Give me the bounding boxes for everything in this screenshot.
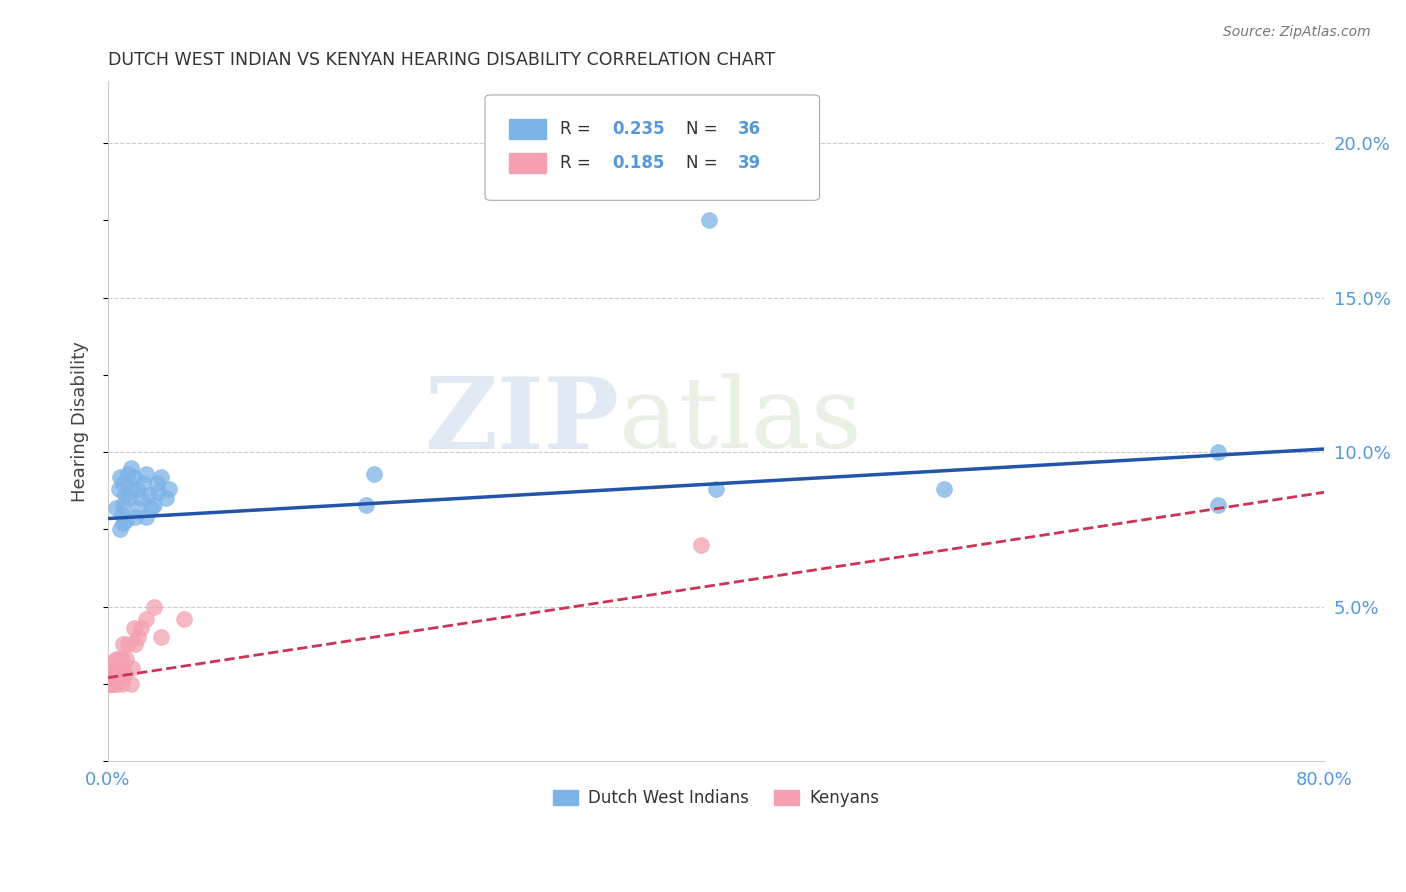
Point (132, 475, 155, 490)
Point (98, 677, 121, 691)
Point (122, 470, 145, 484)
Point (124, 510, 146, 524)
Point (107, 667, 129, 681)
Point (356, 498, 378, 512)
Point (135, 510, 157, 524)
Point (112, 637, 135, 651)
Point (108, 661, 131, 675)
Point (103, 661, 125, 675)
Point (98, 667, 121, 681)
Point (127, 500, 149, 515)
Point (142, 498, 165, 512)
Point (118, 491, 141, 506)
Point (107, 652, 129, 666)
Point (157, 482, 180, 496)
Text: ZIP: ZIP (425, 373, 619, 470)
Point (100, 677, 122, 691)
Point (115, 652, 138, 666)
Point (934, 482, 956, 496)
Point (111, 677, 134, 691)
Point (112, 516, 135, 531)
Point (150, 470, 173, 484)
Point (135, 467, 157, 481)
Point (104, 500, 127, 515)
Point (363, 467, 385, 481)
Point (1206, 445, 1229, 459)
Text: DUTCH WEST INDIAN VS KENYAN HEARING DISABILITY CORRELATION CHART: DUTCH WEST INDIAN VS KENYAN HEARING DISA… (108, 51, 775, 69)
Point (101, 677, 124, 691)
Text: atlas: atlas (619, 374, 862, 469)
Point (120, 677, 142, 691)
Text: 39: 39 (738, 154, 761, 172)
Point (146, 485, 169, 500)
Point (122, 621, 145, 635)
Point (111, 507, 134, 521)
Point (155, 491, 177, 506)
Point (108, 522, 131, 536)
Point (111, 652, 134, 666)
Point (690, 538, 713, 552)
Point (98, 671, 121, 685)
Point (139, 500, 162, 515)
FancyBboxPatch shape (509, 119, 546, 139)
Point (138, 488, 160, 502)
Point (115, 513, 138, 527)
Text: 36: 36 (738, 120, 761, 138)
Text: Source: ZipAtlas.com: Source: ZipAtlas.com (1223, 25, 1371, 39)
Point (108, 470, 131, 484)
Point (100, 661, 122, 675)
Point (127, 631, 149, 645)
Text: N =: N = (686, 120, 723, 138)
Point (108, 671, 131, 685)
Point (131, 491, 153, 506)
Point (104, 671, 127, 685)
Point (704, 482, 727, 496)
Point (105, 661, 128, 675)
Point (120, 482, 142, 496)
Point (120, 460, 142, 475)
Point (114, 488, 136, 502)
Point (117, 637, 139, 651)
Point (131, 621, 153, 635)
Text: 0.185: 0.185 (613, 154, 665, 172)
Point (124, 637, 146, 651)
Point (150, 631, 173, 645)
Point (117, 467, 139, 481)
Point (112, 661, 135, 675)
Text: 0.235: 0.235 (613, 120, 665, 138)
Point (112, 498, 135, 512)
Point (114, 667, 136, 681)
Point (125, 482, 148, 496)
FancyBboxPatch shape (485, 95, 820, 201)
Y-axis label: Hearing Disability: Hearing Disability (72, 341, 89, 501)
Point (1206, 498, 1229, 512)
Legend: Dutch West Indians, Kenyans: Dutch West Indians, Kenyans (547, 782, 886, 814)
Point (135, 612, 157, 626)
Point (173, 612, 195, 626)
Point (100, 671, 122, 685)
Point (97, 677, 120, 691)
Point (112, 475, 135, 490)
Point (121, 661, 143, 675)
Point (105, 677, 128, 691)
Point (103, 667, 125, 681)
Point (145, 475, 167, 490)
Point (103, 677, 125, 691)
Text: N =: N = (686, 154, 723, 172)
FancyBboxPatch shape (509, 153, 546, 173)
Point (101, 667, 124, 681)
Point (697, 213, 720, 227)
Text: R =: R = (561, 154, 596, 172)
Point (101, 655, 124, 669)
Point (142, 599, 165, 614)
Text: R =: R = (561, 120, 596, 138)
Point (104, 652, 127, 666)
Point (107, 482, 129, 496)
